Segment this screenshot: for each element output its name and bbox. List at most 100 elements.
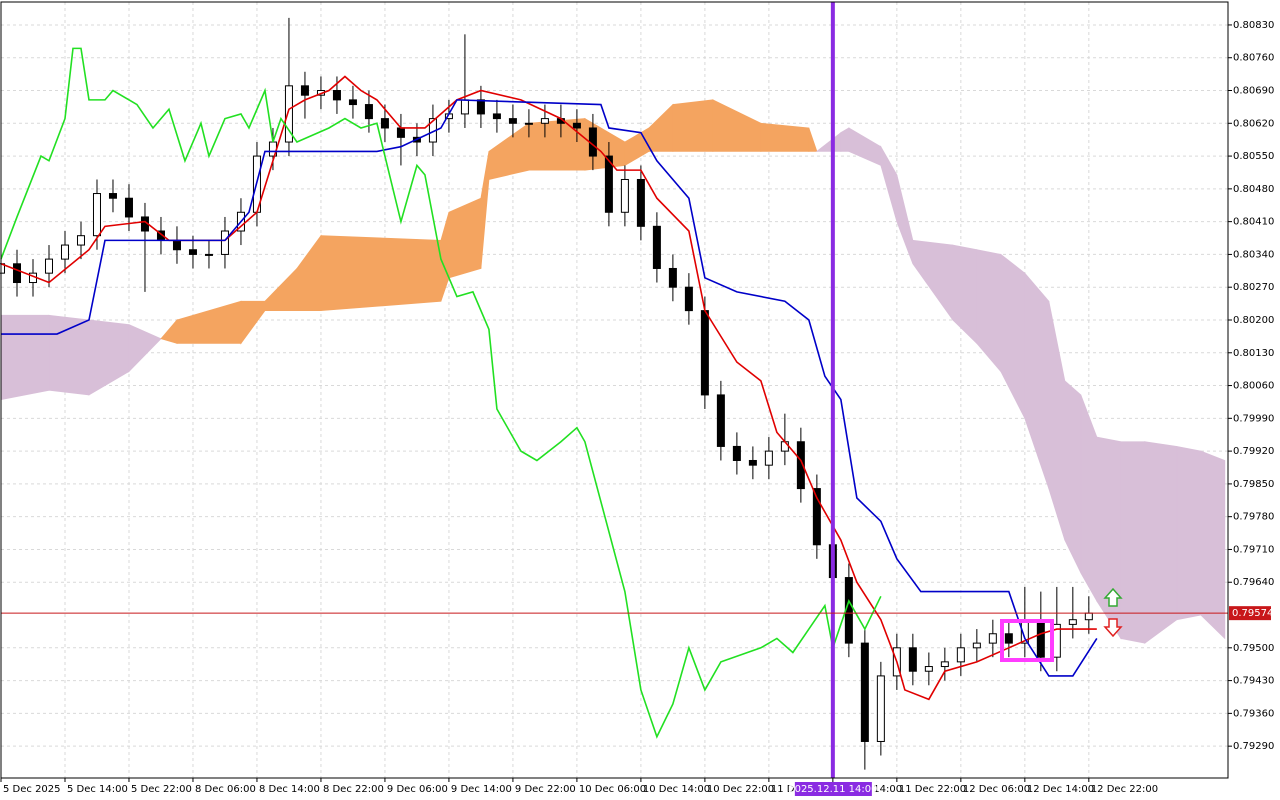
candle-body xyxy=(220,230,229,255)
candle-body xyxy=(716,394,725,447)
x-tick-label: 12 Dec 22:00 xyxy=(1091,784,1158,795)
y-tick-label: 0.79640 xyxy=(1233,577,1274,588)
y-tick-label: 0.79500 xyxy=(1233,643,1274,654)
candle-body xyxy=(1084,612,1093,621)
x-tick-label: 8 Dec 22:00 xyxy=(323,784,384,795)
candle-body xyxy=(684,286,693,312)
cloud-segment xyxy=(1176,445,1202,621)
x-tick-label: 9 Dec 06:00 xyxy=(387,784,448,795)
up-arrow xyxy=(1103,587,1123,607)
candle-body xyxy=(652,225,661,269)
candle-body xyxy=(124,197,133,218)
cloud-segment xyxy=(808,127,818,152)
candle-body xyxy=(172,239,181,251)
y-tick-label: 0.80270 xyxy=(1233,282,1274,293)
x-tick-label: 5 Dec 22:00 xyxy=(131,784,192,795)
y-tick-label: 0.79990 xyxy=(1233,413,1274,424)
candle-body xyxy=(988,633,997,644)
candle-body xyxy=(908,647,917,672)
indicator-line xyxy=(0,47,882,739)
candle-body xyxy=(1036,619,1045,658)
x-tick-label: 12 Dec 06:00 xyxy=(963,784,1030,795)
candle-body xyxy=(92,193,101,237)
candle-body xyxy=(636,178,645,227)
y-tick-label: 0.80620 xyxy=(1233,118,1274,129)
candle-body xyxy=(364,104,373,120)
x-tick-label: 11 Dec 22:00 xyxy=(899,784,966,795)
time-marker-label-bg xyxy=(794,782,872,796)
candle-body xyxy=(300,85,309,96)
cloud-segment xyxy=(1064,379,1082,574)
indicator-line xyxy=(1,99,1098,677)
candle-body xyxy=(700,310,709,396)
price-label-bg xyxy=(1229,606,1271,621)
candle-body xyxy=(284,85,293,143)
candle-body xyxy=(604,155,613,213)
candle-body xyxy=(476,99,485,115)
x-tick-label: 10 Dec 14:00 xyxy=(643,784,710,795)
time-marker-label: 2025.12.11 14:00 xyxy=(788,784,877,795)
cloud-segment xyxy=(760,122,810,152)
y-tick-label: 0.79360 xyxy=(1233,708,1274,719)
y-tick-label: 0.79710 xyxy=(1233,544,1274,555)
x-tick-label: 9 Dec 22:00 xyxy=(515,784,576,795)
candle-body xyxy=(12,263,21,284)
candle-body xyxy=(668,267,677,288)
x-tick-label: 5 Dec 2025 xyxy=(3,784,61,795)
price-label: 0.79574 xyxy=(1232,608,1273,619)
y-tick-label: 0.79780 xyxy=(1233,512,1274,523)
candle-body xyxy=(348,99,357,106)
cloud-segment xyxy=(48,314,90,396)
y-tick-label: 0.79920 xyxy=(1233,446,1274,457)
candle-body xyxy=(940,661,949,668)
x-tick-label: 10 Dec 06:00 xyxy=(579,784,646,795)
candle-body xyxy=(44,258,53,274)
y-tick-label: 0.80410 xyxy=(1233,217,1274,228)
x-tick-label: 8 Dec 06:00 xyxy=(195,784,256,795)
candle-body xyxy=(396,127,405,138)
cloud-segment xyxy=(0,314,50,401)
y-tick-label: 0.79290 xyxy=(1233,741,1274,752)
candle-body xyxy=(492,113,501,120)
candle-body xyxy=(188,249,197,255)
x-tick-label: 10 Dec 22:00 xyxy=(707,784,774,795)
cloud-segment xyxy=(1200,450,1226,640)
candle-body xyxy=(108,193,117,199)
candle-body xyxy=(508,118,517,124)
x-tick-label: 8 Dec 14:00 xyxy=(259,784,320,795)
candle-body xyxy=(332,90,341,101)
y-tick-label: 0.80130 xyxy=(1233,348,1274,359)
candle-body xyxy=(572,122,581,129)
candle-body xyxy=(204,253,213,256)
candle-body xyxy=(748,459,757,466)
y-tick-label: 0.79850 xyxy=(1233,479,1274,490)
highlight-box xyxy=(1000,619,1054,662)
x-tick-label: 5 Dec 14:00 xyxy=(67,784,128,795)
indicator-line xyxy=(0,75,1097,701)
candle-body xyxy=(972,642,981,649)
y-tick-label: 0.80200 xyxy=(1233,315,1274,326)
y-tick-label: 0.80760 xyxy=(1233,53,1274,64)
candle-body xyxy=(60,244,69,260)
candle-body xyxy=(876,675,885,742)
candle-body xyxy=(524,122,533,125)
candle-body xyxy=(732,445,741,461)
candle-body xyxy=(860,642,869,742)
plot-frame xyxy=(0,1,1229,779)
candle-body xyxy=(764,450,773,466)
down-arrow xyxy=(1103,618,1123,638)
cloud-segment xyxy=(672,99,714,152)
candle-body xyxy=(76,235,85,246)
candle-body xyxy=(956,647,965,663)
x-tick-label: 12 Dec 14:00 xyxy=(1027,784,1094,795)
y-tick-label: 0.80340 xyxy=(1233,249,1274,260)
cloud-segment xyxy=(320,235,442,312)
candle-body xyxy=(924,666,933,672)
candle-body xyxy=(780,441,789,452)
y-tick-label: 0.80690 xyxy=(1233,86,1274,97)
cloud-segment xyxy=(128,324,162,373)
candle-body xyxy=(1068,619,1077,625)
candle-body xyxy=(1004,633,1013,644)
y-tick-label: 0.80060 xyxy=(1233,381,1274,392)
